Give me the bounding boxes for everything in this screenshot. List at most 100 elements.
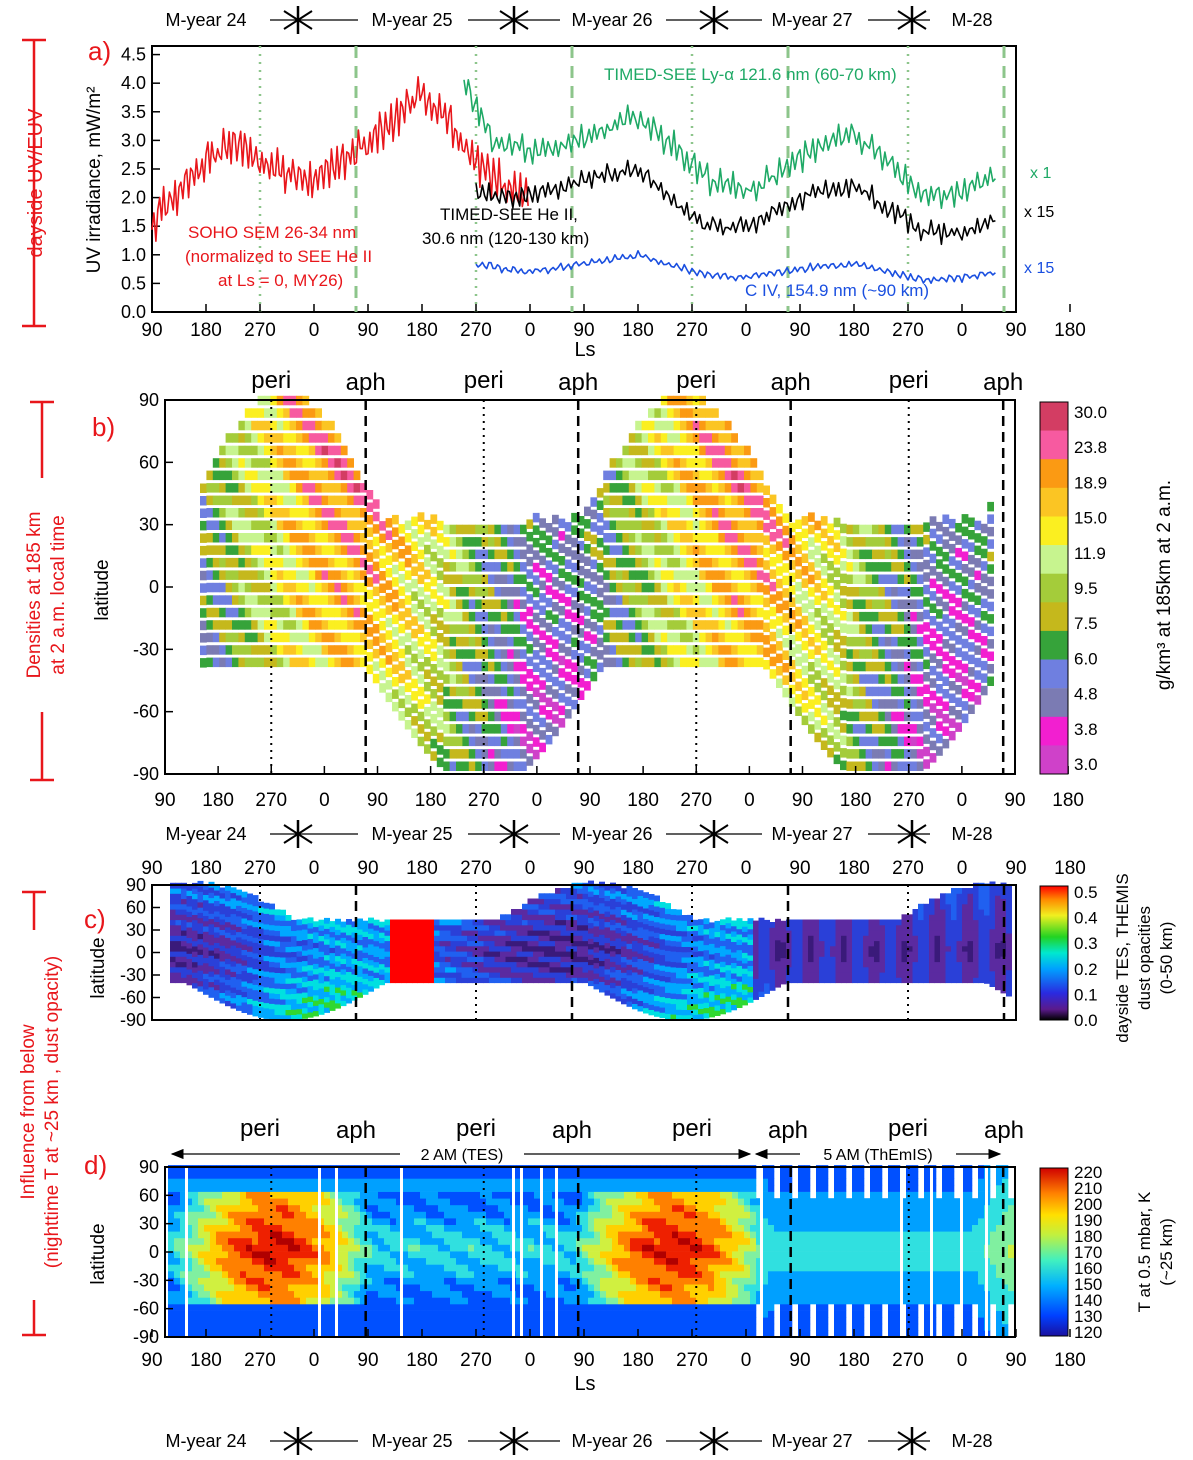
- dust-cell: [725, 954, 732, 960]
- dust-cell: [390, 935, 396, 942]
- density-cell: [897, 611, 905, 622]
- density-cell: [238, 495, 246, 506]
- density-cell: [340, 607, 348, 618]
- dust-cell: [329, 963, 336, 969]
- dust-cell: [588, 896, 594, 903]
- density-cell: [526, 544, 534, 554]
- density-cell: [974, 670, 982, 680]
- dust-cell: [648, 993, 655, 1000]
- density-cell: [251, 582, 258, 593]
- density-cell: [430, 701, 438, 711]
- density-cell: [417, 711, 425, 722]
- density-cell: [328, 607, 335, 618]
- density-cell: [654, 445, 662, 456]
- dust-cell: [830, 930, 836, 936]
- dust-cell: [241, 944, 248, 950]
- density-cell: [769, 619, 777, 629]
- dust-cell: [560, 972, 567, 978]
- dust-cell: [692, 988, 699, 994]
- dust-cell: [236, 984, 242, 990]
- dust-cell: [676, 956, 682, 963]
- dust-cell: [632, 966, 638, 973]
- dust-cell: [962, 972, 968, 978]
- density-cell: [379, 608, 386, 618]
- density-cell: [852, 674, 860, 684]
- density-cell: [699, 470, 706, 481]
- dust-cell: [890, 930, 897, 936]
- dust-cell: [280, 951, 286, 958]
- dust-cell: [654, 900, 660, 907]
- density-cell: [283, 520, 290, 530]
- density-cell: [820, 653, 828, 663]
- density-cell: [545, 610, 553, 620]
- density-cell: [513, 699, 521, 709]
- dust-cell: [626, 1001, 633, 1007]
- panel-b-heatmap: [200, 395, 994, 771]
- dust-cell: [593, 962, 600, 969]
- density-cell: [872, 724, 879, 734]
- dust-cell: [395, 972, 402, 978]
- density-cell: [539, 667, 546, 678]
- dust-cell: [648, 999, 655, 1005]
- density-cell: [430, 626, 438, 637]
- dust-cell: [566, 898, 572, 905]
- density-cell: [385, 592, 393, 603]
- dust-cell: [852, 940, 858, 947]
- density-cell: [500, 749, 508, 759]
- dust-cell: [285, 941, 292, 947]
- dust-cell: [731, 920, 737, 927]
- dust-cell: [571, 961, 578, 968]
- density-cell: [955, 535, 962, 545]
- dust-cell: [307, 959, 314, 966]
- density-cell: [699, 595, 706, 605]
- density-cell: [507, 624, 514, 634]
- density-cell: [289, 408, 297, 418]
- density-cell: [680, 620, 687, 630]
- density-cell: [443, 674, 450, 684]
- dust-cell: [890, 972, 897, 978]
- density-cell: [942, 676, 950, 686]
- dust-cell: [577, 914, 583, 921]
- dust-cell: [219, 992, 226, 999]
- density-cell: [366, 589, 374, 600]
- dust-cell: [863, 972, 869, 978]
- dust-cell: [632, 1003, 638, 1010]
- density-cell: [385, 530, 393, 540]
- density-cell: [641, 495, 649, 506]
- density-cell: [833, 704, 841, 715]
- panel-b-season-guides: [270, 400, 1005, 774]
- dust-cell: [197, 891, 204, 898]
- density-cell: [884, 587, 892, 597]
- dust-cell: [230, 981, 237, 988]
- density-cell: [891, 686, 898, 697]
- dust-cell: [296, 1008, 303, 1015]
- density-cell: [724, 545, 732, 555]
- dust-cell: [621, 888, 627, 894]
- density-cell: [315, 420, 322, 431]
- dust-cell: [648, 967, 655, 974]
- arrow-head: [512, 824, 529, 844]
- dust-cell: [934, 914, 941, 921]
- density-cell: [859, 649, 866, 659]
- density-cell: [936, 596, 943, 607]
- density-cell: [891, 599, 898, 609]
- density-cell: [955, 560, 962, 570]
- dust-cell: [219, 903, 226, 909]
- dust-cell: [747, 960, 754, 966]
- dust-cell: [269, 982, 275, 989]
- dust-cell: [896, 961, 902, 968]
- dust-cell: [313, 973, 319, 980]
- x-tick-label: 90: [357, 320, 378, 341]
- density-cell: [456, 636, 463, 647]
- dust-cell: [753, 936, 759, 943]
- density-cell: [859, 699, 866, 709]
- dust-cell: [560, 924, 567, 931]
- dust-cell: [791, 972, 798, 978]
- density-cell: [808, 662, 815, 672]
- density-cell: [641, 508, 649, 518]
- dust-cell: [797, 972, 803, 978]
- density-cell: [852, 624, 860, 634]
- density-cell: [360, 607, 367, 618]
- dust-cell: [703, 939, 710, 946]
- dust-cell: [313, 947, 319, 954]
